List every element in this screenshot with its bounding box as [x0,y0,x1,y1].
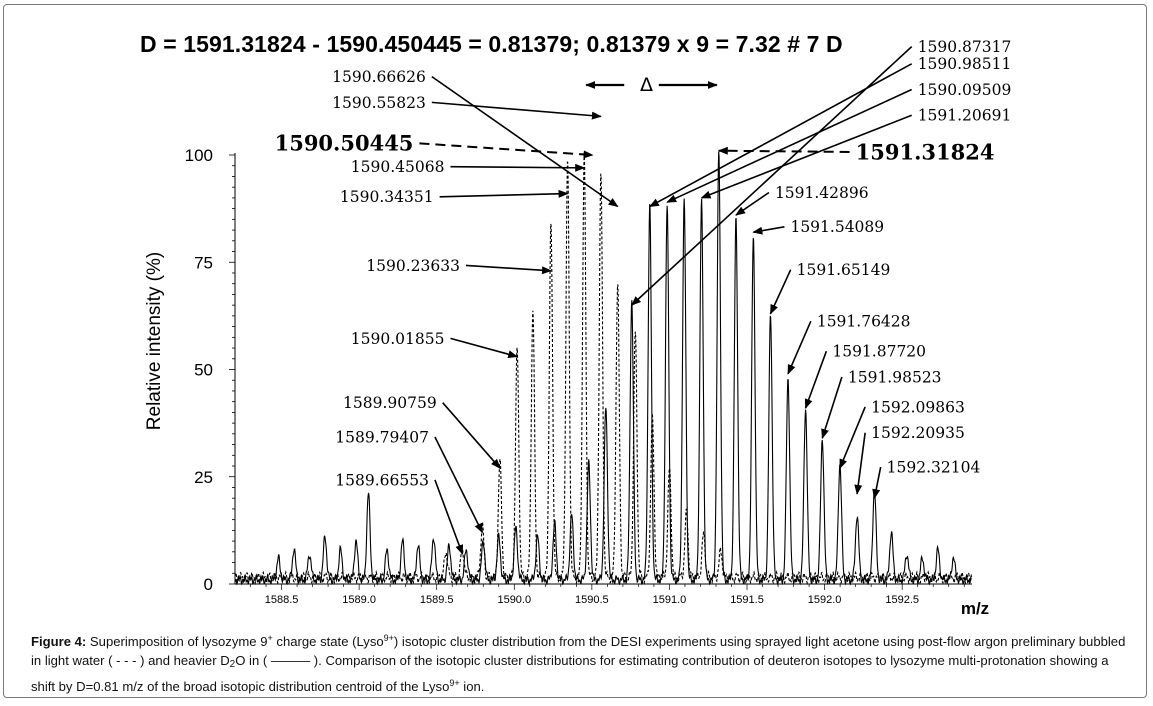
peak-label-arrow [787,320,812,375]
peak-label: 1590.87317 [918,38,1012,56]
peak-label-arrow [872,466,882,500]
peak-label: 1590.01855 [351,330,445,348]
peak-label: 1590.98511 [918,55,1012,73]
peak-label-arrow [854,432,866,495]
peak-label: 1589.90759 [343,394,437,412]
caption-text-5: ion. [459,679,485,694]
caption-sup-3: 9+ [449,678,460,688]
x-tick-label: 1590.5 [575,594,609,606]
y-tick-label: 75 [194,253,213,272]
peak-label: 1590.50445 [275,131,414,156]
caption-text-1: Superimposition of lysozyme 9 [86,634,268,649]
peak-label-arrow [419,142,594,159]
peak-label: 1591.87720 [832,343,926,361]
peak-label-arrow [431,75,619,208]
delta-symbol: Δ [640,74,653,96]
peak-label: 1590.55823 [332,94,426,112]
x-tick-label: 1590.0 [497,594,531,606]
peak-label: 1591.54089 [790,218,884,236]
caption-text-2: charge state (Lyso [272,634,384,649]
peak-label: 1591.31824 [856,139,995,164]
series-light-water-line [234,153,973,586]
peak-label-arrow [450,337,519,359]
figure-frame [3,4,1147,698]
peak-label: 1591.76428 [817,313,911,331]
y-tick-label: 100 [185,146,213,165]
peak-label-arrow [431,101,602,120]
peak-label: 1590.23633 [366,257,460,275]
series-heavy-water-line [234,151,973,586]
x-axis-label: m/z [961,599,989,618]
figure-caption: Figure 4: Superimposition of lysozyme 9+… [31,629,1126,697]
peak-label: 1591.98523 [848,368,942,386]
peak-label: 1589.66553 [335,471,429,489]
caption-sup-1: + [267,633,273,643]
x-tick-label: 1588.5 [265,594,299,606]
peak-label: 1589.79407 [335,428,429,446]
peak-label-arrow [648,63,913,208]
peak-label-arrow [752,226,785,235]
y-tick-label: 50 [194,361,213,380]
peak-label: 1591.20691 [918,107,1012,125]
peak-label: 1592.09863 [871,398,965,416]
peak-label: 1590.09509 [918,81,1012,99]
peak-label-arrow [465,264,552,275]
peak-label-arrow [666,88,913,203]
peak-label-arrow [434,436,484,534]
peak-label: 1591.42896 [775,184,869,202]
peak-label: 1592.32104 [887,458,981,476]
caption-text-4: O in ( ——— ). Comparison of the isotopic… [31,652,1109,695]
peak-label-arrow [450,163,586,172]
y-tick-label: 0 [204,575,213,594]
equation-title: D = 1591.31824 - 1590.450445 = 0.81379; … [140,31,843,57]
peak-label-arrow [434,479,464,555]
peak-label-arrow [439,189,569,198]
x-tick-label: 1589.5 [420,594,454,606]
peak-label: 1592.20935 [871,424,965,442]
peak-label-arrow [769,269,792,315]
peak-label-arrow [735,191,770,216]
caption-sub-1: 2 [229,658,236,670]
peak-label-arrow [442,402,501,469]
caption-text-3: ) isotopic cluster distribution from the… [31,634,1126,668]
peak-label-arrow [804,350,828,410]
x-tick-label: 1589.0 [342,594,376,606]
peak-label-arrow [821,376,843,440]
x-tick-label: 1591.5 [730,594,764,606]
peak-label: 1590.66626 [332,68,426,86]
caption-sup-2: 9+ [383,633,394,643]
peak-label: 1590.34351 [340,188,434,206]
peak-label: 1591.65149 [797,261,891,279]
x-tick-label: 1592.5 [885,594,919,606]
peak-label: 1590.45068 [351,158,445,176]
y-axis-label: Relative intensity (%) [144,252,165,430]
peak-label-arrow [839,406,866,470]
peak-label-arrow [700,114,912,199]
peak-label-arrow [717,146,850,155]
x-tick-label: 1592.0 [808,594,842,606]
caption-figure-label: Figure 4: [31,634,87,649]
x-tick-label: 1591.0 [653,594,687,606]
y-tick-label: 25 [194,468,213,487]
